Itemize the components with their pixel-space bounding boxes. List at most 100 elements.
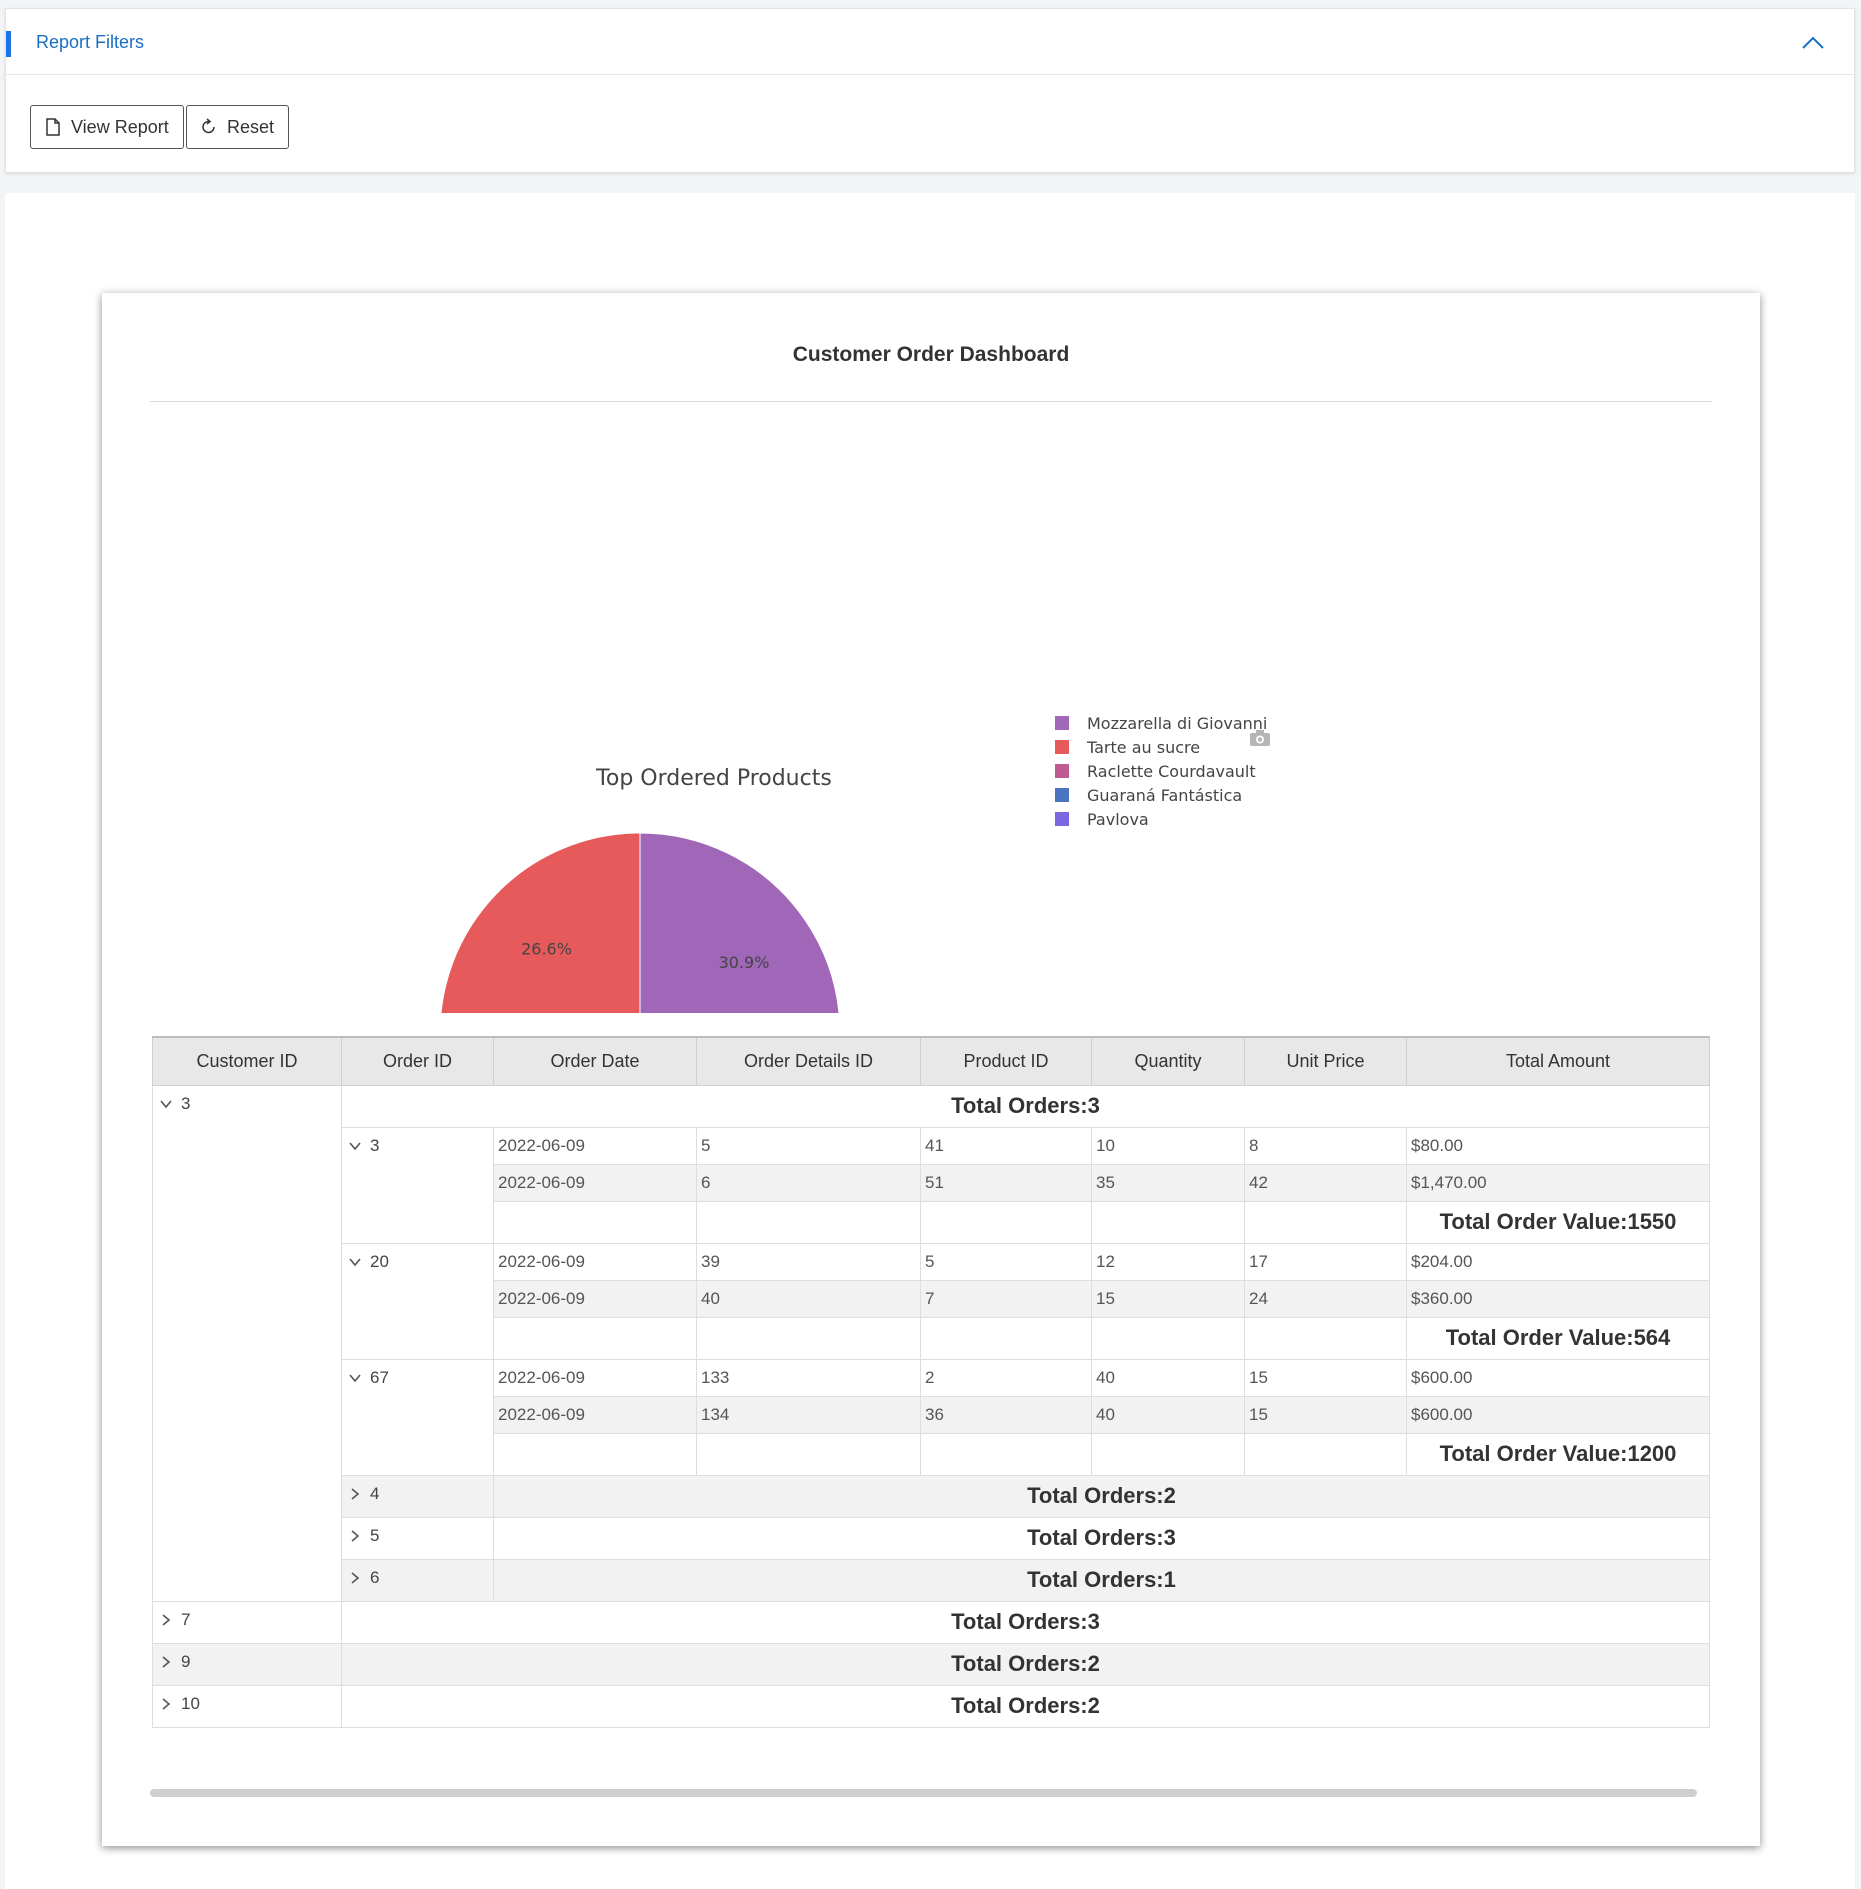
legend-item[interactable]: Mozzarella di Giovanni xyxy=(1055,714,1267,733)
pie-slice[interactable] xyxy=(639,832,840,1013)
customer-group-cell[interactable]: 9 xyxy=(152,1642,342,1686)
chevron-right-icon[interactable] xyxy=(348,1572,362,1584)
legend-item[interactable]: Tarte au sucre xyxy=(1055,738,1200,757)
total-orders-label: Total Orders:3 xyxy=(493,1516,1710,1560)
order-group-cell[interactable]: 67 xyxy=(341,1358,494,1476)
table-cell: $80.00 xyxy=(1406,1126,1710,1165)
table-cell: 2022-06-09 xyxy=(493,1242,697,1281)
table-cell: $600.00 xyxy=(1406,1395,1710,1434)
table-cell: $360.00 xyxy=(1406,1279,1710,1318)
slice-percent-label: 26.6% xyxy=(521,940,572,959)
report-filters-panel: Report Filters View Report Reset xyxy=(5,8,1855,173)
column-header[interactable]: Total Amount xyxy=(1406,1036,1710,1086)
order-group-cell[interactable]: 20 xyxy=(341,1242,494,1360)
reset-button[interactable]: Reset xyxy=(186,105,290,149)
customer-id: 4 xyxy=(370,1483,380,1503)
table-cell: 40 xyxy=(696,1279,921,1318)
group-row[interactable]: 4 Total Orders:2 xyxy=(153,1474,1710,1518)
horizontal-scrollbar[interactable] xyxy=(150,1789,1697,1797)
chevron-down-icon[interactable] xyxy=(348,1372,362,1384)
table-cell xyxy=(696,1200,921,1244)
table-cell xyxy=(920,1432,1092,1476)
customer-group-cell[interactable]: 10 xyxy=(152,1684,342,1728)
legend-swatch xyxy=(1055,764,1069,778)
table-cell: 2022-06-09 xyxy=(493,1358,697,1397)
orders-table: Customer ID Order ID Order Date Order De… xyxy=(152,1036,1710,1728)
order-total-row: Total Order Value:1200 xyxy=(153,1432,1710,1476)
chevron-right-icon[interactable] xyxy=(159,1698,173,1710)
total-orders-label: Total Orders:2 xyxy=(341,1684,1710,1728)
table-cell: 133 xyxy=(696,1358,921,1397)
group-row[interactable]: 5 Total Orders:3 xyxy=(153,1516,1710,1560)
table-cell: 15 xyxy=(1244,1358,1407,1397)
column-header[interactable]: Product ID xyxy=(920,1036,1092,1086)
legend-label: Raclette Courdavault xyxy=(1087,762,1256,781)
table-cell: 7 xyxy=(920,1279,1092,1318)
legend-label: Mozzarella di Giovanni xyxy=(1087,714,1267,733)
group-row: 3 Total Orders:3 xyxy=(152,1084,1710,1602)
refresh-icon xyxy=(202,118,215,134)
order-group-cell[interactable]: 3 xyxy=(341,1126,494,1244)
legend-label: Pavlova xyxy=(1087,810,1149,829)
legend-item[interactable]: Raclette Courdavault xyxy=(1055,762,1256,781)
order-total-value: Total Order Value:1550 xyxy=(1406,1200,1710,1244)
customer-group-cell[interactable]: 7 xyxy=(152,1600,342,1644)
customer-group-cell[interactable]: 4 xyxy=(341,1474,494,1518)
pie-slice[interactable] xyxy=(440,832,641,1013)
group-row[interactable]: 10 Total Orders:2 xyxy=(152,1684,1710,1728)
table-cell xyxy=(920,1200,1092,1244)
chevron-down-icon[interactable] xyxy=(348,1140,362,1152)
column-header[interactable]: Customer ID xyxy=(152,1036,342,1086)
table-cell: $204.00 xyxy=(1406,1242,1710,1281)
group-row[interactable]: 7 Total Orders:3 xyxy=(152,1600,1710,1644)
customer-group-cell[interactable]: 5 xyxy=(341,1516,494,1560)
table-cell: 2022-06-09 xyxy=(493,1126,697,1165)
customer-id: 5 xyxy=(370,1525,380,1545)
legend-swatch xyxy=(1055,812,1069,826)
table-cell xyxy=(696,1432,921,1476)
column-header[interactable]: Order Details ID xyxy=(696,1036,921,1086)
table-cell: 134 xyxy=(696,1395,921,1434)
table-cell: 2022-06-09 xyxy=(493,1395,697,1434)
column-header[interactable]: Order ID xyxy=(341,1036,494,1086)
table-cell: 15 xyxy=(1244,1395,1407,1434)
table-cell: 40 xyxy=(1091,1395,1245,1434)
legend-swatch xyxy=(1055,740,1069,754)
slice-percent-label: 30.9% xyxy=(719,953,770,972)
chevron-down-icon[interactable] xyxy=(159,1098,173,1110)
group-row[interactable]: 6 Total Orders:1 xyxy=(153,1558,1710,1602)
column-header[interactable]: Unit Price xyxy=(1244,1036,1407,1086)
total-orders-label: Total Orders:3 xyxy=(341,1600,1710,1644)
table-row: 3 2022-06-09 5 41 10 8 $80.00 xyxy=(153,1126,1710,1244)
table-row: 2022-06-09 6 51 35 42 $1,470.00 xyxy=(153,1163,1710,1202)
total-orders-label: Total Orders:2 xyxy=(493,1474,1710,1518)
customer-group-cell[interactable]: 6 xyxy=(341,1558,494,1602)
chevron-right-icon[interactable] xyxy=(159,1614,173,1626)
chevron-right-icon[interactable] xyxy=(348,1530,362,1542)
table-cell: 2022-06-09 xyxy=(493,1163,697,1202)
customer-id: 6 xyxy=(370,1567,380,1587)
table-cell: $600.00 xyxy=(1406,1358,1710,1397)
table-cell: 35 xyxy=(1091,1163,1245,1202)
chevron-down-icon[interactable] xyxy=(348,1256,362,1268)
column-header[interactable]: Order Date xyxy=(493,1036,697,1086)
legend-label: Guaraná Fantástica xyxy=(1087,786,1242,805)
group-row[interactable]: 9 Total Orders:2 xyxy=(152,1642,1710,1686)
table-cell: 42 xyxy=(1244,1163,1407,1202)
legend-item[interactable]: Pavlova xyxy=(1055,810,1149,829)
customer-group-cell[interactable]: 3 xyxy=(152,1084,342,1602)
camera-icon[interactable] xyxy=(1250,730,1270,746)
total-orders-label: Total Orders:1 xyxy=(493,1558,1710,1602)
legend-item[interactable]: Guaraná Fantástica xyxy=(1055,786,1242,805)
order-id: 3 xyxy=(370,1135,380,1155)
chevron-right-icon[interactable] xyxy=(348,1488,362,1500)
filters-header[interactable]: Report Filters xyxy=(6,9,1854,75)
table-cell xyxy=(1244,1432,1407,1476)
chevron-right-icon[interactable] xyxy=(159,1656,173,1668)
customer-id: 7 xyxy=(181,1609,191,1629)
report-page: Customer Order Dashboard Top Ordered Pro… xyxy=(102,293,1760,1846)
chevron-up-icon[interactable] xyxy=(1800,33,1826,51)
column-header[interactable]: Quantity xyxy=(1091,1036,1245,1086)
table-cell xyxy=(493,1432,697,1476)
view-report-button[interactable]: View Report xyxy=(30,105,184,149)
